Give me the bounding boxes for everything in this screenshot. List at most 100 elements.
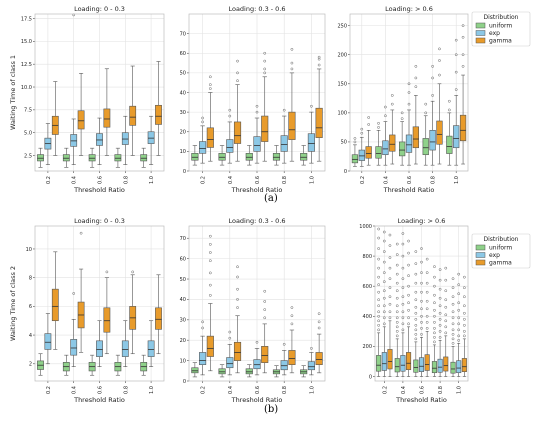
outlier-point: [425, 257, 429, 261]
box-iqr: [300, 153, 308, 161]
box-iqr: [226, 357, 234, 369]
outlier-point: [414, 305, 418, 309]
outlier-point: [401, 328, 405, 332]
outlier-point: [395, 325, 399, 329]
outlier-point: [388, 233, 392, 237]
outlier-point: [390, 94, 394, 97]
box-exp-0.8: [121, 115, 129, 165]
box-gamma-0.6: [103, 277, 111, 355]
outlier-point: [255, 104, 259, 108]
outlier-point: [433, 284, 436, 288]
outlier-point: [377, 298, 380, 302]
outlier-point: [463, 334, 466, 338]
box-iqr: [436, 120, 443, 145]
box-gamma-1.0: [155, 61, 162, 156]
panel-title: Loading: 0.3 - 0.6: [228, 217, 285, 225]
y-tick-label: 12.5: [21, 62, 32, 68]
box-gamma-0.2: [365, 129, 372, 166]
outlier-point: [438, 59, 441, 62]
box-iqr: [253, 359, 261, 370]
y-tick-label: 0: [344, 169, 347, 175]
box-exp-1.0: [307, 352, 315, 376]
outlier-point: [461, 35, 465, 39]
outlier-point: [263, 316, 267, 320]
box-uniform-0.6: [399, 121, 406, 166]
outlier-point: [420, 314, 423, 318]
y-tick-label: 0: [183, 169, 186, 175]
outlier-point: [433, 293, 436, 297]
outlier-point: [420, 281, 423, 285]
box-iqr: [233, 121, 242, 144]
outlier-point: [433, 275, 436, 279]
caption-a: (a): [264, 193, 278, 204]
outlier-point: [457, 292, 461, 296]
outlier-point: [401, 277, 405, 280]
box-exp-0.4: [400, 332, 406, 377]
box-uniform-0.4: [218, 364, 226, 378]
box-iqr: [351, 154, 359, 164]
x-tick-label: 0.4: [72, 176, 78, 184]
y-tick-label: 6: [29, 304, 32, 310]
outlier-point: [463, 317, 466, 321]
x-tick-label: 0.2: [360, 176, 366, 184]
outlier-point: [382, 289, 386, 293]
outlier-point: [414, 290, 418, 294]
panel-title: Loading: > 0.6: [398, 217, 446, 225]
box-uniform-0.4: [218, 145, 226, 166]
y-tick-label: 50: [180, 71, 186, 77]
outlier-point: [407, 293, 410, 297]
box-gamma-0.6: [412, 95, 419, 165]
outlier-point: [236, 265, 239, 269]
outlier-point: [433, 308, 436, 312]
box-uniform-0.4: [62, 147, 70, 168]
y-tick-label: 400: [362, 314, 372, 320]
box-iqr: [88, 154, 96, 162]
outlier-point: [425, 314, 429, 318]
box-exp-0.6: [96, 320, 103, 367]
outlier-point: [367, 123, 370, 126]
outlier-point: [400, 111, 404, 115]
box-iqr: [288, 111, 296, 140]
outlier-point: [433, 336, 436, 339]
box-gamma-0.4: [233, 315, 242, 374]
box-uniform-0.6: [245, 145, 253, 166]
box-iqr: [155, 104, 162, 125]
y-tick-label: 10.0: [21, 85, 32, 91]
legend-label-uniform: uniform: [489, 23, 512, 30]
outlier-point: [395, 263, 399, 267]
box-iqr: [453, 125, 460, 149]
y-tick-label: 200: [362, 344, 372, 350]
x-tick-label: 1.0: [309, 176, 315, 184]
outlier-point: [282, 108, 286, 112]
box-uniform-0.8: [431, 344, 437, 377]
outlier-point: [414, 317, 418, 321]
outlier-point: [382, 260, 386, 264]
box-iqr: [206, 335, 214, 357]
box-iqr: [129, 105, 137, 126]
x-tick-label: 0.8: [282, 386, 288, 394]
panel-title: Loading: 0 - 0.3: [74, 5, 125, 13]
box-iqr: [199, 141, 207, 154]
box-uniform-0.8: [272, 145, 281, 166]
box-exp-0.6: [418, 337, 425, 377]
outlier-point: [454, 53, 458, 57]
outlier-point: [290, 306, 294, 309]
y-tick-label: 4: [29, 333, 32, 339]
outlier-point: [401, 322, 405, 326]
outlier-point: [414, 85, 418, 89]
x-tick-label: 0.2: [46, 176, 52, 184]
outlier-point: [395, 296, 399, 300]
outlier-point: [425, 281, 429, 285]
outlier-point: [433, 314, 436, 318]
outlier-point: [209, 234, 212, 238]
outlier-point: [461, 53, 465, 57]
outlier-point: [420, 290, 423, 294]
box-iqr: [233, 341, 242, 361]
outlier-point: [414, 311, 418, 315]
box-exp-0.4: [226, 121, 234, 164]
box-iqr: [245, 153, 253, 161]
box-iqr: [191, 153, 199, 161]
outlier-point: [414, 333, 418, 336]
outlier-point: [461, 24, 465, 27]
